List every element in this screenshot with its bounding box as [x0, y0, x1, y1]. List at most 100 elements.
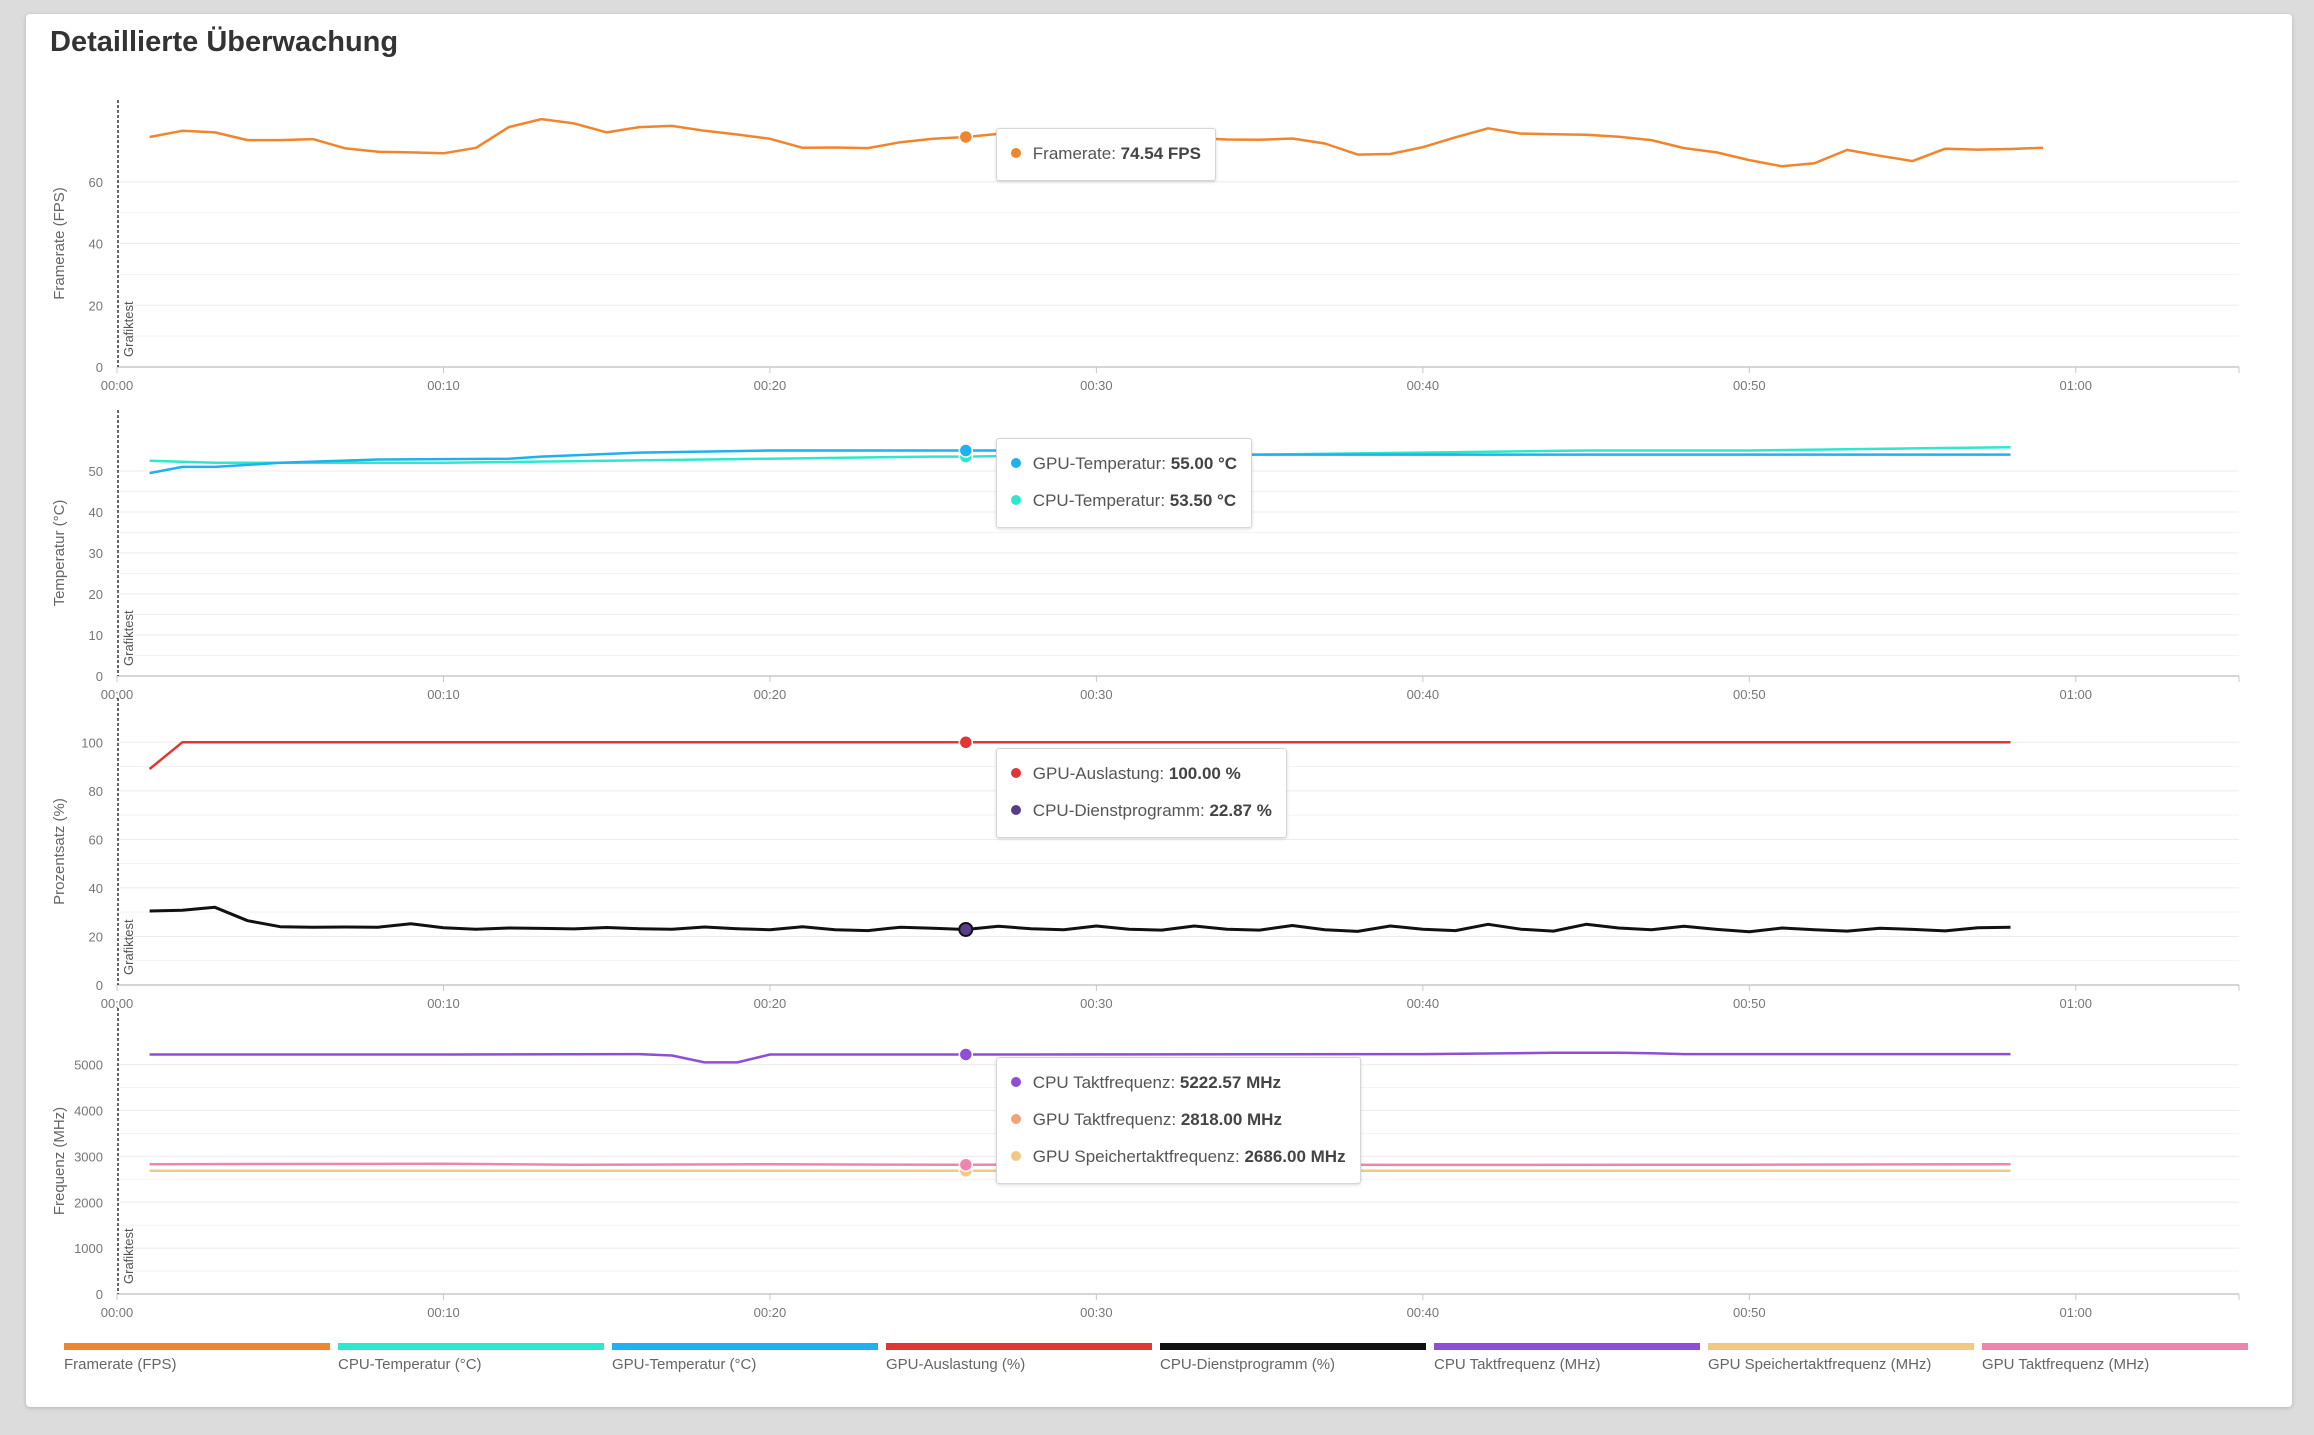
- y-tick-label: 80: [89, 784, 103, 799]
- y-tick-label: 5000: [74, 1058, 103, 1073]
- tooltip-label: GPU-Auslastung:: [1032, 764, 1169, 783]
- x-tick-label: 00:50: [1733, 1305, 1766, 1320]
- tooltip-row: CPU-Temperatur: 53.50 °C: [1010, 482, 1237, 519]
- y-tick-label: 30: [89, 546, 103, 561]
- tooltip-3: CPU Taktfrequenz: 5222.57 MHz GPU Taktfre…: [995, 1057, 1361, 1184]
- x-tick-label: 00:20: [754, 378, 787, 393]
- legend-item[interactable]: Framerate (FPS): [64, 1343, 330, 1373]
- test-marker-label: Grafiktest: [121, 301, 136, 357]
- hover-point-1: [958, 921, 974, 937]
- legend-item[interactable]: CPU Taktfrequenz (MHz): [1434, 1343, 1700, 1373]
- charts-svg: 0 20 40 60 00:00 00:10 00:20 00:30 00:40 00:50 01:…: [51, 100, 2240, 1320]
- legend-color-bar: [64, 1343, 330, 1350]
- x-tick-label: 01:00: [2059, 1305, 2092, 1320]
- y-tick-label: 20: [89, 298, 103, 313]
- y-tick-label: 0: [96, 360, 103, 375]
- legend-color-bar: [612, 1343, 878, 1350]
- x-tick-label: 00:40: [1407, 996, 1440, 1011]
- y-tick-label: 10: [89, 628, 103, 643]
- x-tick-label: 00:30: [1080, 996, 1113, 1011]
- y-tick-label: 40: [89, 237, 103, 252]
- legend-color-bar: [886, 1343, 1152, 1350]
- legend-item[interactable]: GPU Speichertaktfrequenz (MHz): [1708, 1343, 1974, 1373]
- legend-label: GPU Taktfrequenz (MHz): [1982, 1356, 2150, 1373]
- legend-item[interactable]: GPU-Auslastung (%): [886, 1343, 1152, 1373]
- tooltip-value: 22.87 %: [1209, 801, 1272, 820]
- y-tick-label: 100: [81, 735, 103, 750]
- legend-color-bar: [338, 1343, 604, 1350]
- x-tick-label: 00:50: [1733, 996, 1766, 1011]
- series-line-1: [149, 905, 2011, 934]
- x-tick-label: 00:40: [1407, 378, 1440, 393]
- y-tick-label: 20: [89, 587, 103, 602]
- y-tick-label: 50: [89, 464, 103, 479]
- legend-label: CPU-Dienstprogramm (%): [1160, 1356, 1336, 1373]
- test-marker-label: Grafiktest: [121, 610, 136, 666]
- y-tick-label: 0: [96, 978, 103, 993]
- tooltip-label: CPU-Dienstprogramm:: [1032, 801, 1210, 820]
- tooltip-value: 55.00 °C: [1170, 454, 1238, 473]
- x-tick-label: 00:30: [1080, 1305, 1113, 1320]
- tooltip-row: Framerate: 74.54 FPS: [1010, 135, 1201, 172]
- test-marker-label: Grafiktest: [121, 919, 136, 975]
- tooltip-value: 74.54 FPS: [1120, 144, 1201, 163]
- x-tick-label: 00:10: [427, 378, 460, 393]
- tooltip-value: 5222.57 MHz: [1179, 1073, 1282, 1092]
- legend-item[interactable]: CPU-Temperatur (°C): [338, 1343, 604, 1373]
- legend-label: CPU Taktfrequenz (MHz): [1434, 1356, 1601, 1373]
- y-tick-label: 40: [89, 505, 103, 520]
- x-tick-label: 00:40: [1407, 1305, 1440, 1320]
- legend-item[interactable]: GPU-Temperatur (°C): [612, 1343, 878, 1373]
- y-tick-label: 3000: [74, 1149, 103, 1164]
- legend-label: GPU-Temperatur (°C): [612, 1356, 757, 1373]
- tooltip-label: CPU-Temperatur:: [1032, 491, 1170, 510]
- x-tick-label: 00:50: [1733, 687, 1766, 702]
- tooltip-row: GPU Taktfrequenz: 2818.00 MHz: [1010, 1101, 1346, 1138]
- series-line-0: [149, 1051, 2011, 1064]
- y-tick-label: 2000: [74, 1195, 103, 1210]
- tooltip-label: GPU Taktfrequenz:: [1032, 1110, 1181, 1129]
- series-line-0: [148, 741, 2011, 770]
- series-color-dot: [1010, 147, 1021, 158]
- tooltip-label: GPU-Temperatur:: [1032, 454, 1171, 473]
- x-tick-label: 00:30: [1080, 687, 1113, 702]
- series-color-dot: [1010, 1150, 1021, 1161]
- x-tick-label: 00:10: [427, 996, 460, 1011]
- series-color-dot: [1010, 494, 1021, 505]
- legend-label: CPU-Temperatur (°C): [338, 1356, 482, 1373]
- tooltip-row: GPU-Temperatur: 55.00 °C: [1010, 445, 1238, 482]
- hover-point-0: [958, 129, 974, 145]
- legend-label: GPU Speichertaktfrequenz (MHz): [1708, 1356, 1932, 1373]
- legend-item[interactable]: CPU-Dienstprogramm (%): [1160, 1343, 1426, 1373]
- chart-panel-1: 0 10 20 30 40 50 00:00 00:10 00:20 00:30 00:40 00:5…: [51, 410, 2240, 702]
- legend-color-bar: [1434, 1343, 1700, 1350]
- x-tick-label: 00:00: [101, 1305, 134, 1320]
- tooltip-row: GPU Speichertaktfrequenz: 2686.00 MHz: [1010, 1138, 1346, 1175]
- tooltip-1: GPU-Temperatur: 55.00 °C CPU-Temperatur: …: [995, 438, 1253, 528]
- series-color-dot: [1010, 1113, 1021, 1124]
- x-tick-label: 00:00: [101, 996, 134, 1011]
- y-tick-label: 0: [96, 1287, 103, 1302]
- x-tick-label: 01:00: [2059, 996, 2092, 1011]
- x-tick-label: 00:10: [427, 687, 460, 702]
- tooltip-2: GPU-Auslastung: 100.00 % CPU-Dienstprogra…: [995, 748, 1287, 838]
- legend: Framerate (FPS) CPU-Temperatur (°C) GPU-Te…: [64, 1343, 2256, 1383]
- y-axis-label: Framerate (FPS): [51, 187, 68, 300]
- series-color-dot: [1010, 767, 1021, 778]
- x-tick-label: 01:00: [2059, 378, 2092, 393]
- hover-point-1: [958, 443, 974, 458]
- tooltip-value: 100.00 %: [1168, 764, 1241, 783]
- y-axis-label: Prozentsatz (%): [51, 798, 68, 905]
- legend-color-bar: [1982, 1343, 2248, 1350]
- test-marker-label: Grafiktest: [121, 1228, 136, 1284]
- y-tick-label: 4000: [74, 1104, 103, 1119]
- x-tick-label: 00:20: [754, 1305, 787, 1320]
- chart-panel-2: 0 20 40 60 80 100 00:00 00:10 00:20 00:30 00:40 00:…: [51, 698, 2240, 1011]
- legend-label: GPU-Auslastung (%): [886, 1356, 1026, 1373]
- y-axis-label: Temperatur (°C): [51, 500, 68, 607]
- y-tick-label: 60: [89, 832, 103, 847]
- legend-item[interactable]: GPU Taktfrequenz (MHz): [1982, 1343, 2248, 1373]
- y-tick-label: 0: [96, 669, 103, 684]
- tooltip-label: GPU Speichertaktfrequenz:: [1032, 1147, 1245, 1166]
- y-axis-label: Frequenz (MHz): [51, 1107, 68, 1215]
